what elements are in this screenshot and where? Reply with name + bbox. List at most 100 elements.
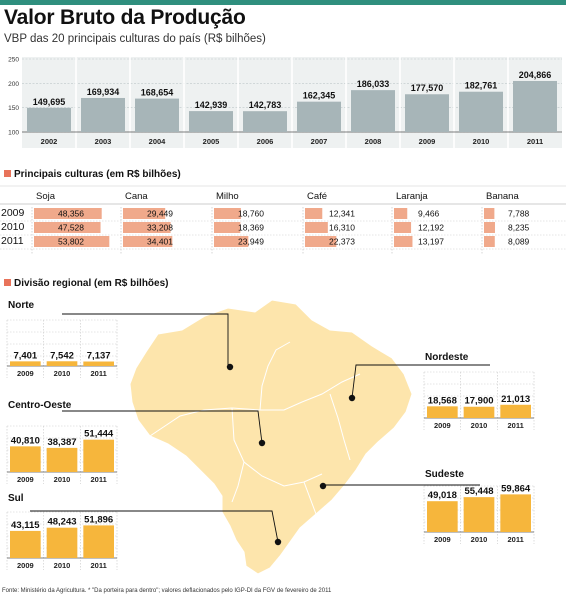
- crop-bar-value-label: 47,528: [58, 223, 84, 233]
- bar-value-label: 182,761: [465, 81, 498, 91]
- crop-bar-value-label: 29,449: [147, 209, 173, 219]
- crop-bar-value-label: 12,341: [329, 209, 355, 219]
- crop-bar-value-label: 16,310: [329, 223, 355, 233]
- region-year-label: 2011: [91, 561, 107, 570]
- crop-bar: [394, 208, 408, 219]
- bar-value-label: 204,866: [519, 70, 552, 80]
- crop-bar-value-label: 13,197: [418, 237, 444, 247]
- x-tick-label: 2006: [257, 137, 274, 146]
- crop-bar: [305, 208, 323, 219]
- bar: [459, 91, 503, 132]
- region-bar-value-label: 48,243: [47, 517, 76, 528]
- region-title: Sul: [8, 493, 24, 504]
- bar: [243, 111, 287, 132]
- crop-bar: [214, 208, 241, 219]
- region-year-label: 2010: [54, 369, 71, 378]
- region-year-label: 2009: [434, 421, 451, 430]
- crop-bar-value-label: 53,802: [58, 237, 84, 247]
- x-tick-label: 2004: [149, 137, 167, 146]
- crop-bar-value-label: 33,208: [147, 223, 173, 233]
- crop-bar-value-label: 18,369: [238, 223, 264, 233]
- x-tick-label: 2009: [419, 137, 436, 146]
- region-bar: [10, 361, 41, 366]
- region-bar-value-label: 43,115: [11, 520, 40, 531]
- region-bar: [83, 361, 114, 366]
- region-bar: [500, 494, 531, 532]
- region-bar: [83, 439, 114, 472]
- crop-bar-value-label: 7,788: [508, 209, 530, 219]
- crop-column-header: Banana: [486, 191, 519, 202]
- regions-section-heading: Divisão regional (em R$ bilhões): [4, 278, 168, 289]
- region-connector-line: [62, 313, 229, 367]
- bar: [297, 101, 341, 132]
- crop-bar: [123, 208, 166, 219]
- x-tick-label: 2003: [95, 137, 112, 146]
- region-connector-line: [62, 410, 263, 444]
- bar-value-label: 142,939: [195, 100, 228, 110]
- region-bar-value-label: 18,568: [428, 395, 457, 406]
- region-year-label: 2009: [17, 561, 34, 570]
- state-border: [259, 341, 291, 411]
- row-year-label: 2009: [1, 207, 25, 219]
- bar-value-label: 168,654: [141, 88, 174, 98]
- crop-column-header: Soja: [36, 191, 56, 202]
- crop-column-header: Café: [307, 191, 327, 202]
- x-tick-label: 2002: [41, 137, 58, 146]
- crop-bar: [214, 222, 241, 233]
- crop-bar-value-label: 34,401: [147, 237, 173, 247]
- bar: [351, 90, 395, 132]
- bar: [135, 98, 179, 132]
- x-tick-label: 2011: [527, 137, 543, 146]
- crop-bar: [123, 236, 173, 247]
- region-bar: [46, 447, 78, 472]
- region-bar: [10, 530, 41, 558]
- region-marker-dot: [258, 439, 266, 447]
- region-marker-dot: [226, 363, 234, 371]
- region-connector-line: [351, 364, 490, 399]
- region-bar: [500, 404, 531, 418]
- region-bar-value-label: 7,401: [13, 350, 37, 361]
- region-year-label: 2010: [471, 421, 488, 430]
- bar-value-label: 177,570: [411, 83, 444, 93]
- region-bar-value-label: 55,448: [464, 486, 493, 497]
- bar: [513, 80, 557, 132]
- crop-bar-value-label: 9,466: [418, 209, 440, 219]
- row-year-label: 2011: [1, 235, 24, 247]
- region-title: Norte: [8, 300, 35, 311]
- region-title: Centro-Oeste: [8, 400, 72, 411]
- crop-bar-value-label: 8,089: [508, 237, 530, 247]
- bar-value-label: 149,695: [33, 97, 66, 107]
- x-tick-label: 2008: [365, 137, 382, 146]
- crop-bar: [305, 236, 337, 247]
- region-bar-value-label: 17,900: [464, 396, 493, 407]
- region-bar-value-label: 38,387: [47, 437, 76, 448]
- vbp-bar-chart: 250 200 150 100 149,695 2002 169,934 2003 168,65…: [8, 57, 562, 148]
- bar-value-label: 186,033: [357, 79, 390, 89]
- region-marker-dot: [319, 482, 327, 490]
- region-bar-value-label: 7,137: [87, 351, 111, 362]
- crop-bar-value-label: 8,235: [508, 223, 530, 233]
- y-tick-label: 150: [8, 105, 19, 112]
- page-subtitle: VBP das 20 principais culturas do país (…: [4, 33, 266, 45]
- x-tick-label: 2005: [203, 137, 220, 146]
- page-title: Valor Bruto da Produção: [4, 6, 246, 29]
- region-bar-value-label: 40,810: [11, 435, 40, 446]
- crop-bar: [305, 222, 328, 233]
- region-bar: [10, 446, 41, 472]
- region-year-label: 2009: [434, 535, 451, 544]
- brazil-map-shape: [129, 299, 413, 575]
- state-border: [329, 393, 351, 461]
- crops-section-title: Principais culturas (em R$ bilhões): [14, 169, 181, 180]
- crop-column-header: Cana: [125, 191, 148, 202]
- region-year-label: 2009: [17, 369, 34, 378]
- region-box-centro-oeste: Centro-Oeste 40,810 2009 38,387 2010 51,444 20…: [6, 400, 118, 484]
- region-title: Sudeste: [425, 469, 464, 480]
- region-bar: [427, 501, 458, 532]
- region-bar: [46, 361, 78, 366]
- crop-bar: [123, 222, 171, 233]
- region-marker-dot: [274, 538, 282, 546]
- bar: [27, 107, 71, 132]
- crop-bar: [484, 236, 495, 247]
- state-border: [149, 373, 361, 437]
